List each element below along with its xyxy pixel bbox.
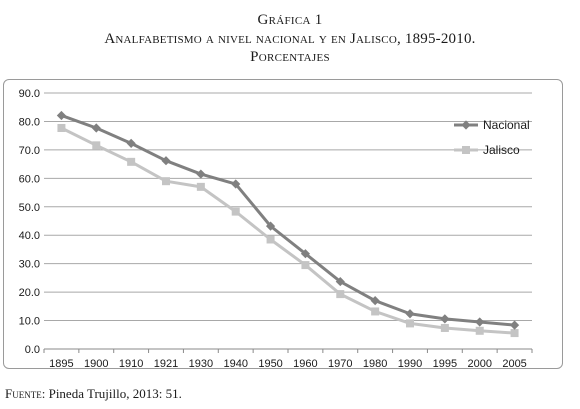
figure-title: Analfabetismo a nivel nacional y en Jali… [104, 31, 476, 47]
data-point-jalisco [510, 329, 519, 338]
legend-marker-nacional [461, 120, 471, 130]
data-point-jalisco [92, 141, 101, 150]
figure-subtitle: Porcentajes [250, 49, 330, 65]
data-point-nacional [475, 317, 485, 327]
data-point-nacional [300, 249, 311, 259]
source-note: Fuente: Pineda Trujillo, 2013: 51. [5, 386, 182, 402]
grid-lines [44, 92, 532, 350]
y-tick-label: 0.0 [25, 344, 40, 356]
data-point-nacional [509, 320, 520, 330]
data-point-jalisco [475, 326, 484, 335]
x-tick-label: 2000 [467, 358, 491, 370]
x-tick-label: 1910 [119, 358, 143, 370]
y-tick-label: 60.0 [19, 173, 40, 185]
x-tick-label: 1960 [293, 358, 317, 370]
data-point-nacional [370, 296, 380, 306]
data-point-nacional [440, 314, 450, 324]
legend-marker-jalisco [462, 146, 470, 154]
data-point-nacional [405, 309, 415, 319]
data-point-jalisco [231, 207, 240, 216]
data-point-nacional [91, 123, 101, 133]
y-axis-ticks: 0.0 10.0 20.0 30.0 40.0 50.0 60.0 70.0 80.0 90.0 [19, 88, 40, 356]
legend: Nacional Jalisco [454, 118, 530, 157]
data-point-nacional [335, 276, 345, 287]
x-tick-label: 1900 [84, 358, 108, 370]
data-point-nacional [161, 156, 171, 166]
x-tick-label: 1995 [433, 358, 457, 370]
data-point-jalisco [266, 235, 275, 244]
y-tick-label: 90.0 [19, 88, 40, 100]
x-tick-label: 1990 [398, 358, 422, 370]
data-point-jalisco [440, 323, 449, 332]
series [56, 110, 520, 338]
y-tick-label: 70.0 [19, 145, 40, 157]
y-tick-label: 50.0 [19, 202, 40, 214]
x-tick-label: 1930 [189, 358, 213, 370]
data-point-jalisco [301, 261, 310, 270]
y-tick-label: 30.0 [19, 259, 40, 271]
data-point-jalisco [406, 319, 414, 328]
data-point-jalisco [336, 290, 345, 299]
x-tick-label: 1950 [258, 358, 282, 370]
legend-label-nacional: Nacional [483, 118, 530, 132]
y-tick-label: 80.0 [19, 116, 40, 128]
x-tick-label: 2005 [502, 358, 526, 370]
line-chart: 0.010.020.030.040.050.060.070.080.090.0 … [19, 88, 533, 370]
data-point-nacional [265, 221, 276, 231]
legend-label-jalisco: Jalisco [483, 143, 520, 157]
x-tick-label: 1970 [328, 358, 352, 370]
data-point-nacional [196, 169, 206, 179]
x-tick-label: 1921 [154, 358, 178, 370]
y-tick-label: 40.0 [19, 230, 40, 242]
data-point-jalisco [196, 182, 205, 191]
data-point-jalisco [162, 177, 170, 186]
y-tick-label: 10.0 [19, 316, 40, 328]
x-axis-ticks: 1895 1900 1910 1921 1930 1940 1950 1960 1970 1980… [43, 349, 533, 370]
x-tick-label: 1895 [49, 358, 73, 370]
chart-frame: 0.0 10.0 20.0 30.0 40.0 50.0 60.0 70.0 80.0 90.0 … [3, 79, 563, 370]
data-point-jalisco [57, 123, 66, 132]
x-tick-label: 1980 [363, 358, 387, 370]
data-point-nacional [56, 110, 67, 121]
series-line-nacional [60, 114, 515, 327]
y-tick-label: 20.0 [19, 287, 40, 299]
source-label: Fuente: [5, 386, 46, 401]
x-tick-label: 1940 [223, 358, 247, 370]
figure-label: Gráfica 1 [257, 12, 323, 28]
series-line-jalisco [60, 126, 515, 335]
data-point-nacional [231, 179, 241, 189]
source-text: Pineda Trujillo, 2013: 51. [48, 386, 182, 401]
data-point-jalisco [371, 307, 380, 316]
data-point-jalisco [127, 157, 136, 166]
